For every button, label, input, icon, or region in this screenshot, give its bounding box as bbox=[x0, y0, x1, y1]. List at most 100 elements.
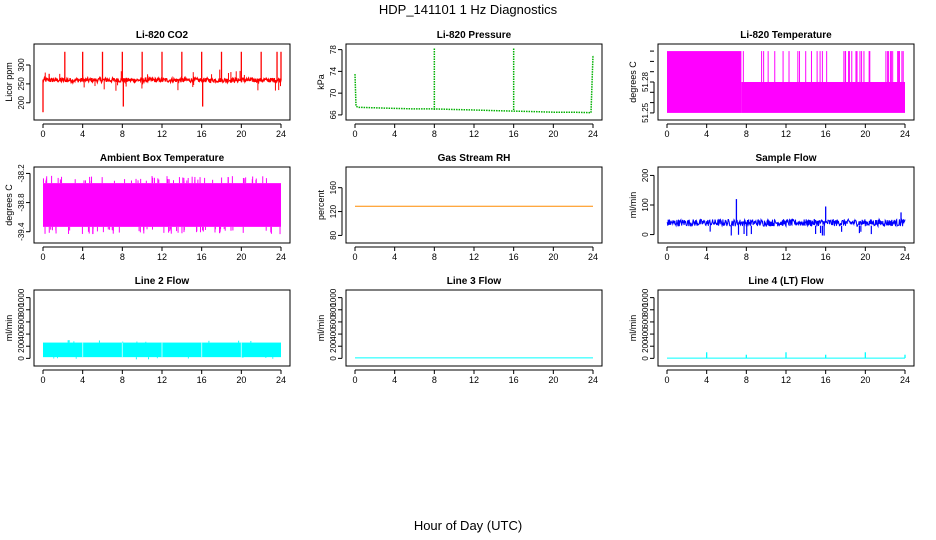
x-tick-label: 24 bbox=[900, 252, 910, 262]
panel-title: Sample Flow bbox=[755, 153, 816, 164]
y-axis-label: degrees C bbox=[628, 61, 638, 103]
x-tick-label: 8 bbox=[120, 252, 125, 262]
y-tick-label: 120 bbox=[329, 204, 338, 218]
x-tick-label: 8 bbox=[120, 375, 125, 385]
y-axis-label: ml/min bbox=[628, 315, 638, 342]
figure-title: HDP_141101 1 Hz Diagnostics bbox=[378, 2, 558, 17]
series-band-high bbox=[667, 51, 742, 113]
x-tick-label: 8 bbox=[744, 252, 749, 262]
series-band-mid bbox=[741, 82, 905, 113]
y-tick-label: 1000 bbox=[641, 288, 650, 306]
panel-title: Line 2 Flow bbox=[135, 276, 190, 287]
plot-frame bbox=[657, 289, 915, 367]
panel-title: Line 3 Flow bbox=[447, 276, 502, 287]
plot-frame bbox=[33, 43, 291, 121]
x-tick-label: 4 bbox=[80, 375, 85, 385]
x-tick-label: 4 bbox=[392, 129, 397, 139]
x-tick-label: 0 bbox=[352, 375, 357, 385]
panel-3: Li-820 Temperature degrees C 0 4 8 12 16 20 24 51… bbox=[628, 30, 915, 139]
y-tick-label: 250 bbox=[17, 77, 26, 91]
x-tick-label: 12 bbox=[157, 375, 167, 385]
x-tick-label: 8 bbox=[432, 252, 437, 262]
x-tick-label: 20 bbox=[236, 252, 246, 262]
y-tick-label: 70 bbox=[329, 88, 338, 97]
x-tick-label: 12 bbox=[469, 252, 479, 262]
y-tick-label: 600 bbox=[17, 315, 26, 329]
x-tick-label: 20 bbox=[548, 375, 558, 385]
panel-7: Line 2 Flow ml/min 0 4 8 12 16 20 24 0 20040060080… bbox=[4, 276, 291, 385]
data-layer bbox=[42, 175, 281, 235]
y-tick-label: 200 bbox=[17, 96, 26, 110]
x-tick-label: 4 bbox=[80, 129, 85, 139]
y-tick-label: 80 bbox=[329, 230, 338, 239]
x-tick-label: 12 bbox=[781, 375, 791, 385]
x-tick-label: 0 bbox=[40, 252, 45, 262]
x-tick-label: 16 bbox=[821, 252, 831, 262]
panel-4: Ambient Box Temperature degrees C 0 4 8 12 16 2… bbox=[4, 153, 291, 262]
y-axis-label: ml/min bbox=[316, 315, 326, 342]
x-tick-label: 20 bbox=[860, 252, 870, 262]
x-tick-label: 16 bbox=[821, 129, 831, 139]
x-tick-label: 4 bbox=[80, 252, 85, 262]
x-tick-label: 24 bbox=[900, 129, 910, 139]
y-tick-label: 200 bbox=[641, 339, 650, 353]
y-tick-label: 1000 bbox=[329, 288, 338, 306]
y-tick-label: 78 bbox=[329, 45, 338, 54]
x-tick-label: 12 bbox=[157, 252, 167, 262]
x-tick-label: 16 bbox=[509, 129, 519, 139]
x-tick-label: 20 bbox=[236, 129, 246, 139]
y-tick-label: 400 bbox=[329, 327, 338, 341]
panel-title: Gas Stream RH bbox=[438, 153, 511, 164]
y-axis-label: degrees C bbox=[4, 184, 14, 226]
x-tick-label: 0 bbox=[352, 252, 357, 262]
x-tick-label: 16 bbox=[197, 252, 207, 262]
x-tick-label: 8 bbox=[432, 375, 437, 385]
panel-5: Gas Stream RH percent 0 4 8 12 16 20 24 80 120 160 bbox=[316, 153, 603, 262]
panel-8: Line 3 Flow ml/min 0 4 8 12 16 20 24 0 20040060080… bbox=[316, 276, 603, 385]
plot-frame bbox=[657, 166, 915, 244]
plot-frame bbox=[345, 166, 603, 244]
x-tick-label: 16 bbox=[509, 375, 519, 385]
x-tick-label: 24 bbox=[588, 252, 598, 262]
x-tick-label: 12 bbox=[469, 129, 479, 139]
y-tick-label: 400 bbox=[641, 327, 650, 341]
plot-frame bbox=[657, 43, 915, 121]
y-tick-label: 200 bbox=[641, 168, 650, 182]
x-tick-label: 16 bbox=[509, 252, 519, 262]
y-tick-label: 0 bbox=[17, 356, 26, 361]
data-layer bbox=[43, 340, 281, 360]
y-tick-label: -38.8 bbox=[17, 193, 26, 212]
y-tick-label: 74 bbox=[329, 66, 338, 75]
y-tick-label: 51.28 bbox=[641, 71, 650, 92]
x-tick-label: 8 bbox=[432, 129, 437, 139]
panel-title: Li-820 Pressure bbox=[437, 30, 512, 41]
y-tick-label: 200 bbox=[17, 339, 26, 353]
x-tick-label: 4 bbox=[392, 375, 397, 385]
x-axis-title: Hour of Day (UTC) bbox=[413, 518, 523, 533]
y-tick-label: 0 bbox=[329, 356, 338, 361]
y-tick-label: 200 bbox=[329, 339, 338, 353]
x-tick-label: 0 bbox=[352, 129, 357, 139]
x-tick-label: 12 bbox=[781, 252, 791, 262]
series-band bbox=[43, 183, 281, 227]
data-layer bbox=[42, 51, 282, 113]
y-tick-label: 800 bbox=[329, 303, 338, 317]
panel-2: Li-820 Pressure kPa 0 4 8 12 16 20 24 66 70 74 78 bbox=[316, 30, 603, 139]
y-tick-label: -38.2 bbox=[17, 164, 26, 183]
x-tick-label: 8 bbox=[744, 129, 749, 139]
x-tick-label: 24 bbox=[588, 375, 598, 385]
plot-frame bbox=[345, 43, 603, 121]
x-tick-label: 4 bbox=[704, 129, 709, 139]
data-layer bbox=[667, 352, 906, 359]
panel-title: Ambient Box Temperature bbox=[100, 153, 225, 164]
x-tick-label: 8 bbox=[744, 375, 749, 385]
y-tick-label: 300 bbox=[17, 58, 26, 72]
panel-title: Li-820 Temperature bbox=[740, 30, 832, 41]
panel-title: Li-820 CO2 bbox=[136, 30, 189, 41]
x-tick-label: 16 bbox=[197, 129, 207, 139]
plot-frame bbox=[33, 166, 291, 244]
y-tick-label: 51.25 bbox=[641, 102, 650, 123]
x-tick-label: 20 bbox=[860, 129, 870, 139]
data-layer bbox=[667, 51, 905, 113]
